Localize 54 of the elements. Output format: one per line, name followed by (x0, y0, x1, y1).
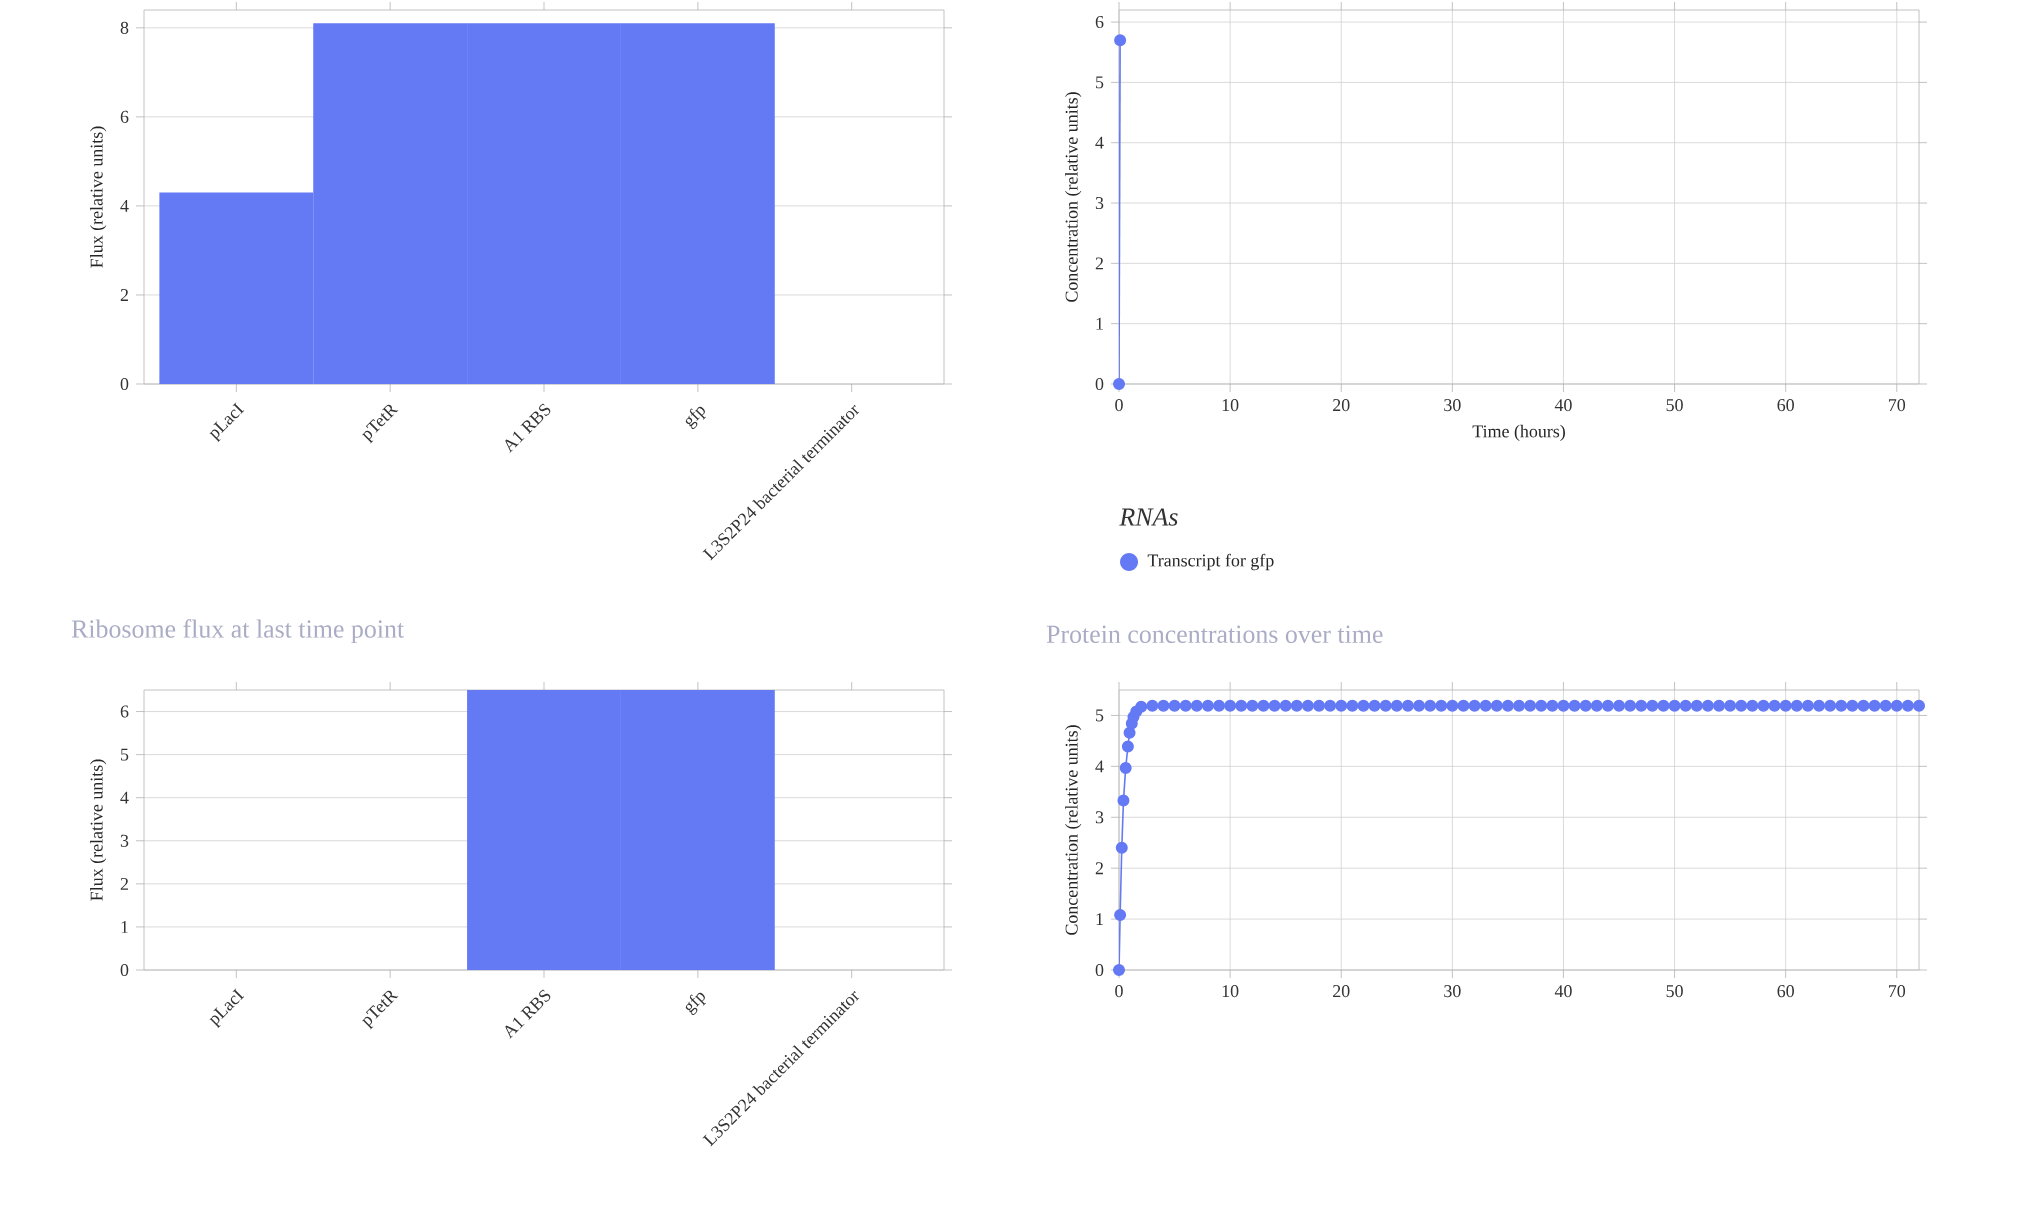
x-tick-label: A1 RBS (505, 989, 551, 1039)
x-tick-label: 60 (1777, 399, 1794, 412)
y-tick-label: 2 (1095, 862, 1103, 875)
y-tick-label: 5 (1096, 709, 1104, 722)
y-tick-label: 6 (120, 110, 129, 123)
y-tick-label: 6 (1095, 16, 1104, 29)
x-tick-label: 60 (1777, 985, 1794, 998)
y-tick-label: 8 (120, 21, 129, 34)
x-tick-label: 40 (1554, 985, 1572, 998)
x-tick-label: 50 (1666, 399, 1683, 412)
y-tick-label: 3 (1095, 811, 1104, 824)
x-tick-label: 20 (1333, 985, 1350, 998)
y-tick-label: 3 (1095, 197, 1104, 210)
y-tick-label: 0 (1095, 377, 1104, 391)
chart-title: Protein concentrations over time (1046, 625, 1383, 644)
x-tick-label: 70 (1889, 399, 1906, 412)
y-tick-label: 4 (1095, 136, 1104, 149)
legend-label: Transcript for gfp (1147, 553, 1274, 571)
x-tick-label: 70 (1889, 985, 1906, 998)
x-axis-title: Time (hours) (1472, 424, 1565, 442)
y-tick-label: 2 (1095, 257, 1103, 270)
y-axis-title: Flux (relative units) (90, 126, 107, 268)
x-tick-label: gfp (685, 992, 707, 1016)
y-tick-label: 2 (120, 877, 128, 890)
y-tick-label: 6 (120, 705, 129, 718)
y-tick-label: 4 (1095, 760, 1104, 773)
x-tick-label: 10 (1222, 399, 1239, 412)
x-tick-label: 0 (1115, 985, 1123, 998)
y-tick-label: 1 (121, 921, 128, 933)
x-tick-label: 30 (1444, 985, 1461, 998)
x-tick-label: 50 (1666, 985, 1683, 998)
y-tick-label: 0 (120, 963, 129, 977)
y-tick-label: 5 (121, 748, 129, 761)
x-tick-label: gfp (685, 406, 707, 430)
y-axis-title: Concentration (relative units) (1065, 725, 1082, 935)
legend-title: RNAs (1119, 508, 1178, 526)
x-tick-label: A1 RBS (505, 403, 551, 453)
x-tick-label: 20 (1333, 399, 1350, 412)
y-tick-label: 1 (1096, 913, 1103, 926)
chart-title: Ribosome flux at last time point (71, 619, 404, 643)
x-tick-label: 40 (1554, 399, 1572, 412)
y-tick-label: 2 (120, 289, 128, 301)
x-tick-label: 30 (1444, 399, 1461, 412)
y-tick-label: 0 (1095, 963, 1104, 977)
y-tick-label: 3 (120, 834, 129, 847)
y-axis-title: Concentration (relative units) (1065, 92, 1082, 302)
x-tick-label: 0 (1115, 399, 1123, 412)
y-axis-title: Flux (relative units) (90, 759, 107, 901)
y-tick-label: 1 (1096, 317, 1103, 330)
y-tick-label: 5 (1096, 76, 1104, 89)
y-tick-label: 0 (120, 377, 129, 391)
y-tick-label: 4 (120, 200, 129, 212)
x-tick-label: 10 (1222, 985, 1239, 998)
y-tick-label: 4 (120, 791, 129, 804)
